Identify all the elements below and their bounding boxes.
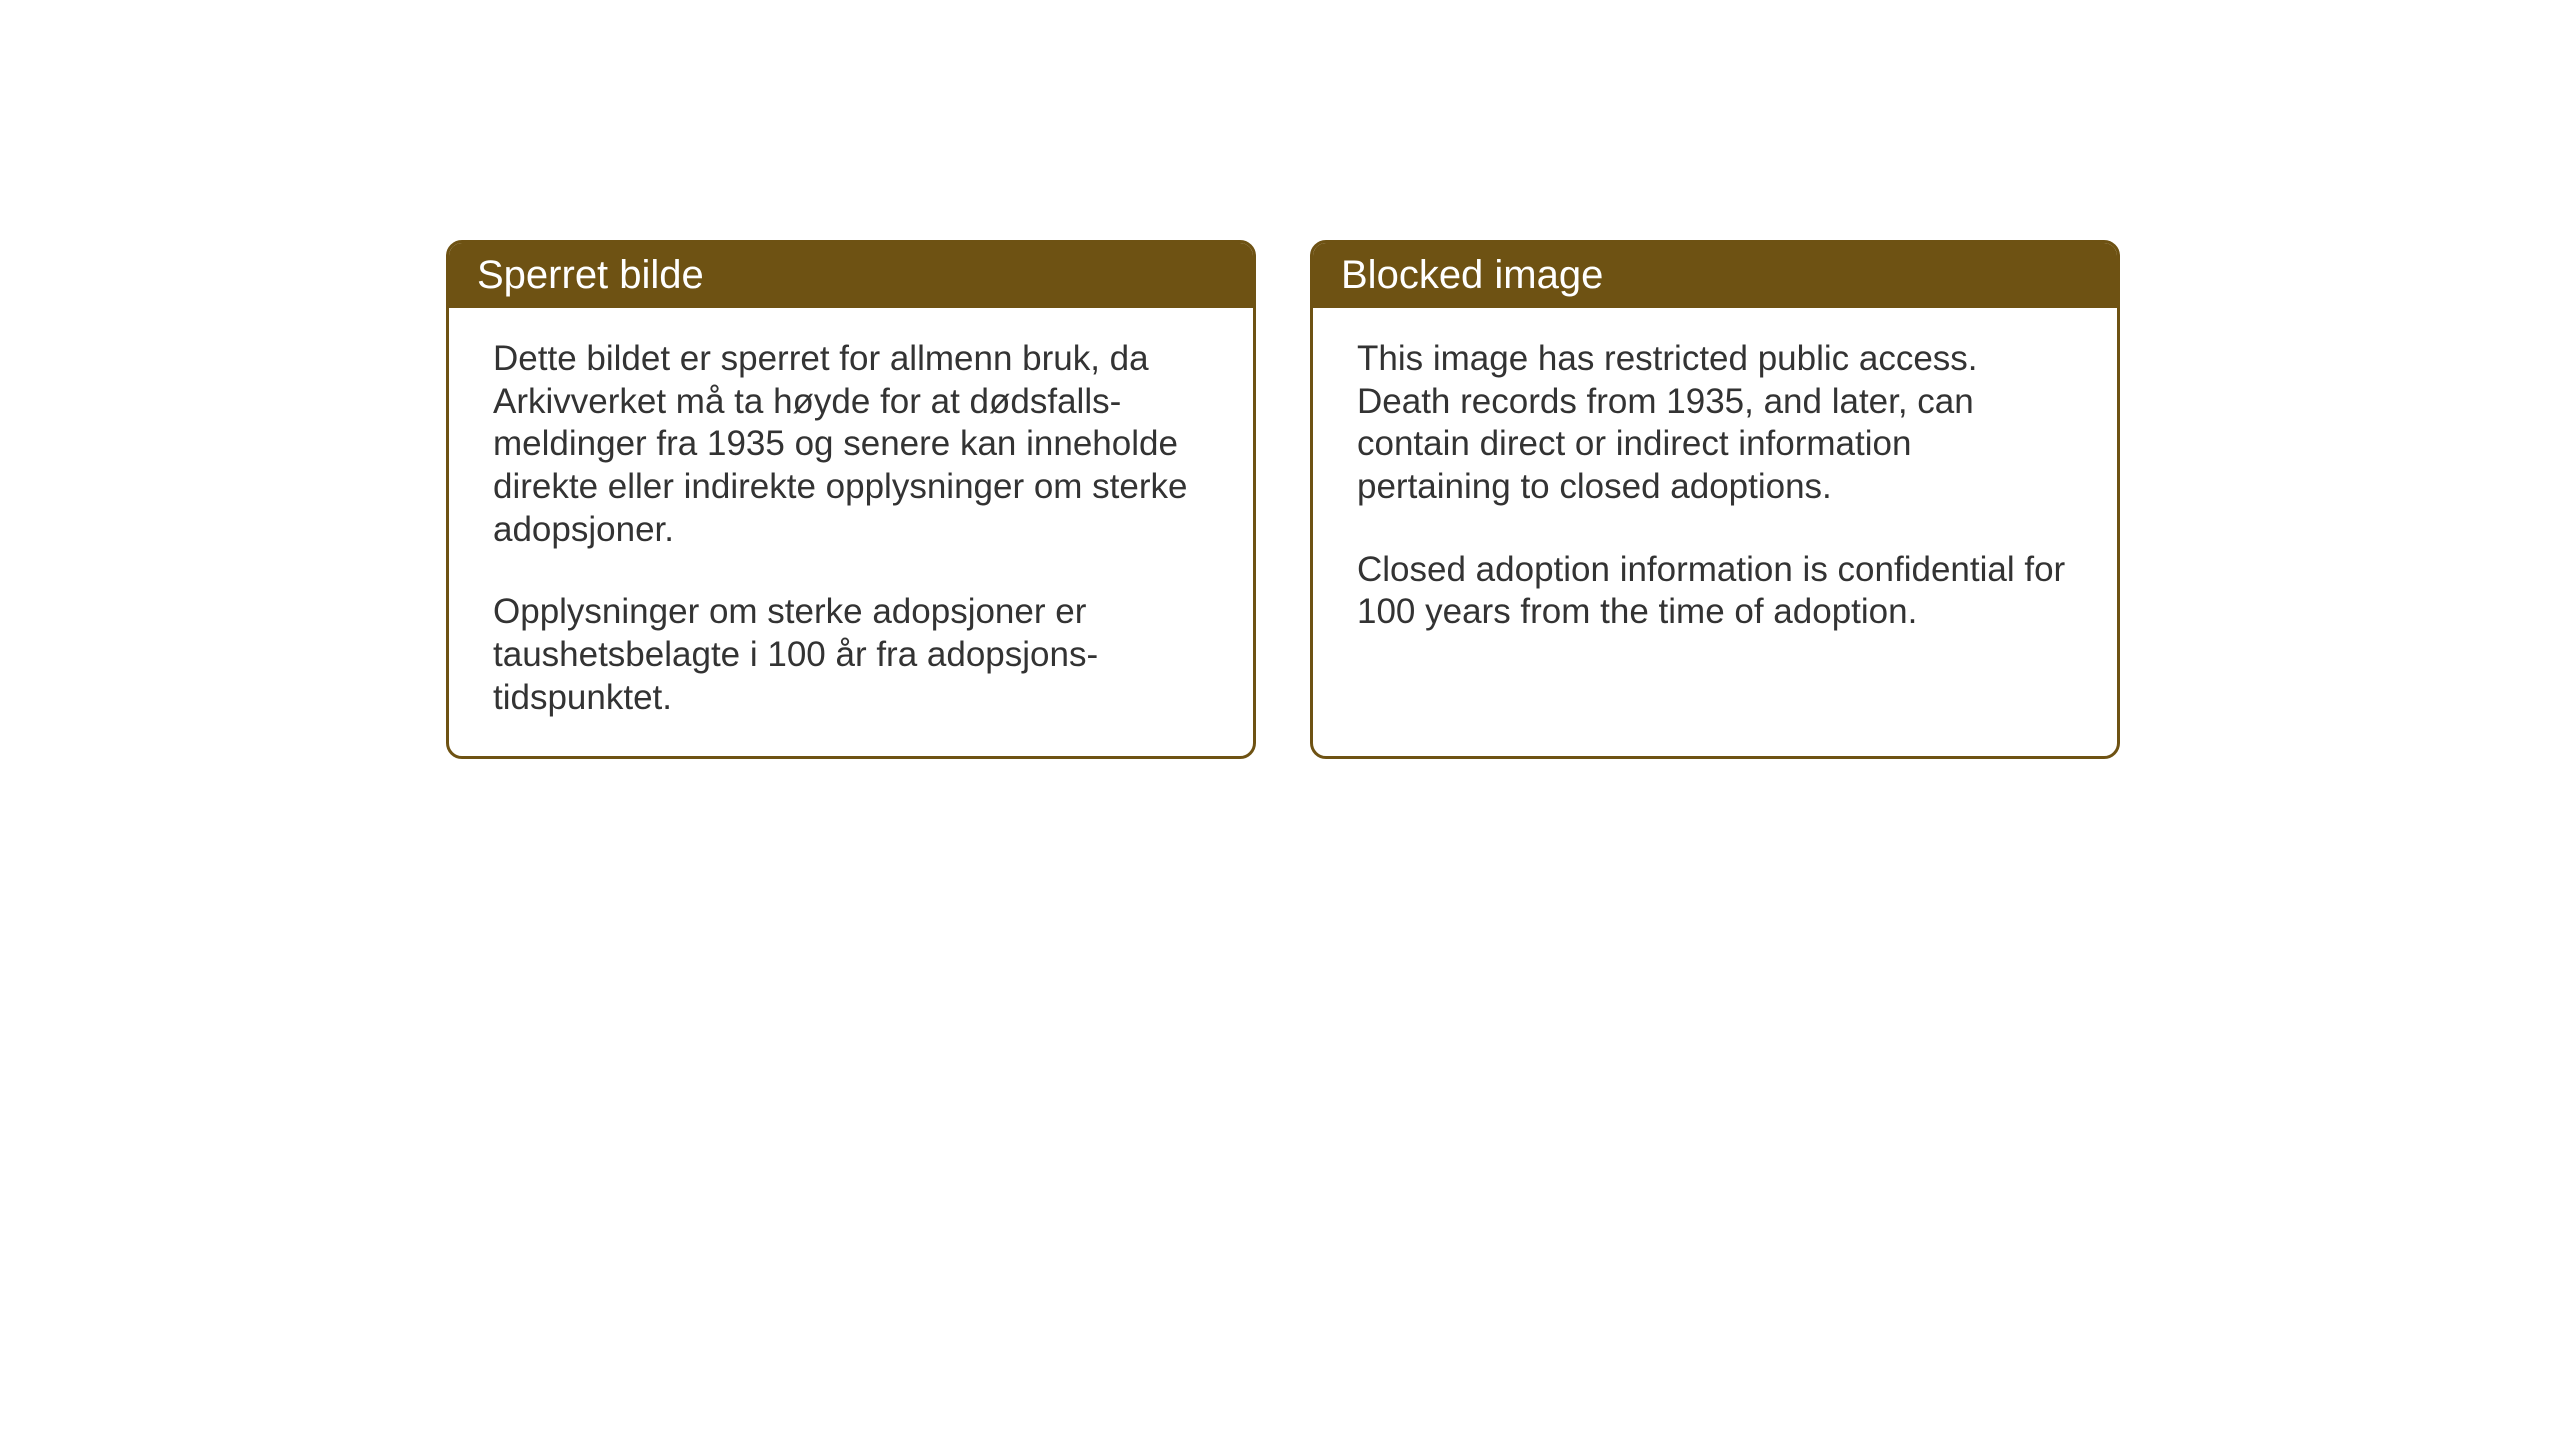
notice-paragraph: Dette bildet er sperret for allmenn bruk… (493, 338, 1209, 551)
notice-paragraph: Opplysninger om sterke adopsjoner er tau… (493, 591, 1209, 719)
notice-card-english: Blocked image This image has restricted … (1310, 240, 2120, 759)
card-body-norwegian: Dette bildet er sperret for allmenn bruk… (449, 308, 1253, 756)
card-body-english: This image has restricted public access.… (1313, 308, 2117, 748)
notice-paragraph: Closed adoption information is confident… (1357, 549, 2073, 634)
notice-container: Sperret bilde Dette bildet er sperret fo… (446, 240, 2120, 759)
notice-paragraph: This image has restricted public access.… (1357, 338, 2073, 509)
card-header-english: Blocked image (1313, 243, 2117, 308)
notice-card-norwegian: Sperret bilde Dette bildet er sperret fo… (446, 240, 1256, 759)
card-header-norwegian: Sperret bilde (449, 243, 1253, 308)
